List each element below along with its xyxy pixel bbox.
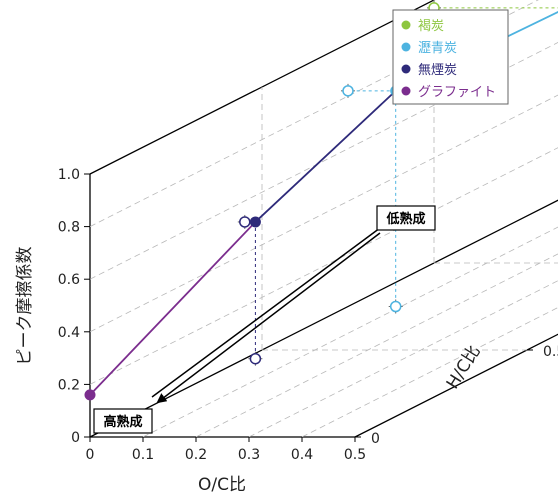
legend-marker (401, 42, 411, 52)
z-tick-label: 0.8 (58, 220, 80, 236)
wall-grid-z (89, 147, 558, 385)
floor-right-edge (354, 333, 558, 438)
z-tick-label: 0 (71, 430, 80, 446)
legend-label: 瀝青炭 (418, 41, 457, 56)
floor-projection-point (389, 300, 402, 313)
x-tick-label: 0.2 (185, 447, 207, 463)
floor-grid-x (142, 226, 558, 438)
axis-ticks: 00.10.20.30.40.500.51.01.52.02.500.20.40… (58, 167, 558, 463)
top-edge (89, 0, 436, 175)
y-tick-label: 0.5 (543, 344, 558, 360)
floor-grid-x (301, 307, 558, 438)
y-tick-label: 0 (371, 431, 380, 447)
data-point (249, 216, 261, 228)
axes-frame (89, 0, 558, 438)
legend-label: グラファイト (418, 85, 496, 100)
data-point (84, 389, 96, 401)
floor-grid-x (195, 253, 558, 438)
z-tick-label: 1.0 (58, 167, 80, 183)
z-tick-label: 0.2 (58, 377, 80, 393)
legend-label: 無煙炭 (418, 63, 457, 78)
floor-back-edge (89, 199, 558, 438)
x-axis-title: O/C比 (198, 475, 246, 495)
maturity-arrow (156, 232, 381, 404)
legend-marker (401, 64, 411, 74)
legend-marker (401, 20, 411, 30)
low-maturity-label: 低熟成 (385, 211, 425, 227)
z-axis-title: ピーク摩擦係数 (15, 247, 35, 366)
legend-box (392, 9, 509, 105)
legend-marker (401, 86, 411, 96)
x-tick-label: 0.1 (132, 447, 154, 463)
maturity-arrow-top (151, 227, 381, 398)
high-maturity-box (93, 408, 153, 434)
high-maturity-label: 高熟成 (103, 414, 142, 430)
wall-grid-z (89, 0, 539, 227)
z-tick-label: 0.4 (58, 325, 80, 341)
legend-label: 褐炭 (418, 19, 444, 34)
floor-grid-x (248, 280, 558, 438)
series-connector (254, 90, 397, 223)
low-maturity-box (376, 205, 436, 231)
z-tick-label: 0.6 (58, 272, 80, 288)
wall-grid-z (89, 94, 558, 333)
y-axis-title: H/C比 (443, 342, 485, 393)
wall-projection-point (342, 85, 354, 97)
x-tick-label: 0 (86, 447, 95, 463)
grid-lines (89, 0, 558, 438)
series-connector (89, 221, 257, 396)
wall-grid-z (89, 42, 558, 280)
floor-projection-point (249, 352, 262, 365)
x-tick-label: 0.5 (344, 447, 366, 463)
x-tick-label: 0.4 (291, 447, 313, 463)
wall-projection-point (239, 216, 251, 228)
x-tick-label: 0.3 (238, 447, 260, 463)
